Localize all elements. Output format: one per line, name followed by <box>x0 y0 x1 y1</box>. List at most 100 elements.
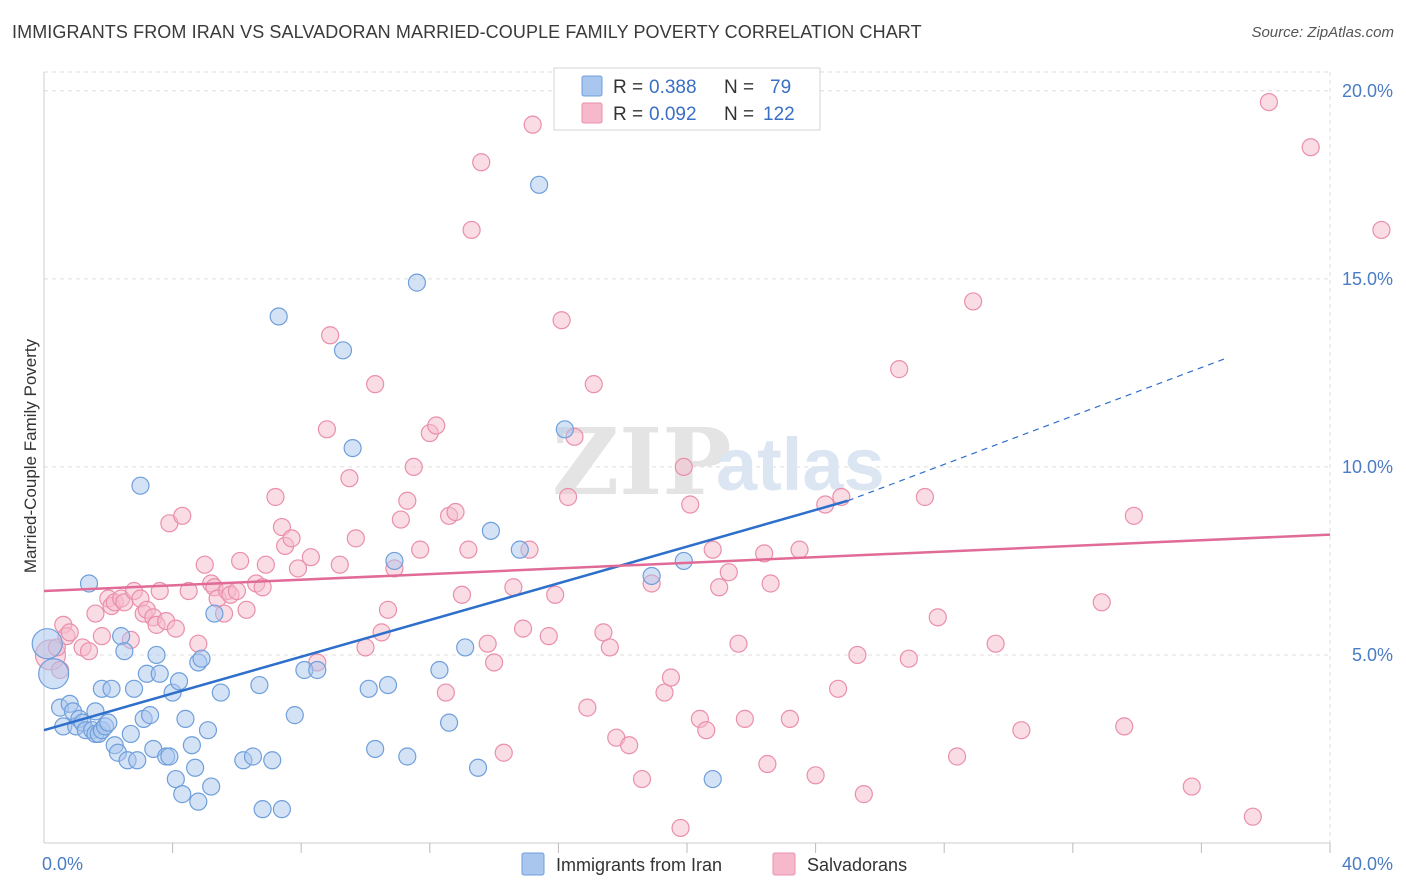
data-point-iran <box>124 679 144 698</box>
data-point-iran <box>115 642 134 661</box>
data-point-iran <box>160 747 179 766</box>
x-tick-label: 40.0% <box>1342 854 1393 874</box>
data-point-salv <box>755 544 774 563</box>
chart-title: IMMIGRANTS FROM IRAN VS SALVADORAN MARRI… <box>12 22 922 42</box>
data-point-salv <box>1301 138 1320 157</box>
legend-swatch-salvadorans <box>581 102 603 124</box>
data-point-salv <box>266 487 285 507</box>
data-point-iran <box>359 679 378 698</box>
data-point-salv <box>411 540 430 559</box>
data-point-iran <box>186 758 205 777</box>
data-point-salv <box>513 619 533 638</box>
y-tick-label: 10.0% <box>1342 457 1393 477</box>
trend-line-iran <box>43 499 849 732</box>
data-point-iran <box>211 683 230 702</box>
series-legend-label-iran: Immigrants from Iran <box>556 855 722 875</box>
data-point-iran <box>333 341 353 360</box>
data-point-iran <box>112 627 131 646</box>
data-point-salv <box>719 563 738 582</box>
data-point-salv <box>790 540 809 559</box>
data-point-salv <box>758 754 777 774</box>
data-point-salv <box>546 585 565 604</box>
data-point-iran <box>189 792 208 811</box>
legend-r-value-iran: 0.388 <box>649 77 697 98</box>
data-point-salv <box>404 457 423 477</box>
data-point-iran <box>99 713 118 732</box>
x-tick-label: 0.0% <box>42 854 83 874</box>
data-point-salv <box>1124 506 1143 525</box>
data-point-salv <box>472 153 491 172</box>
data-point-iran <box>176 709 195 728</box>
data-point-salv <box>947 747 967 766</box>
data-point-salv <box>584 375 603 394</box>
data-point-salv <box>195 555 214 574</box>
data-point-salv <box>915 487 935 507</box>
data-point-salv <box>173 506 192 525</box>
data-point-salv <box>600 638 619 657</box>
data-point-iran <box>343 438 362 458</box>
data-point-salv <box>578 698 597 717</box>
data-point-salv <box>986 634 1005 653</box>
data-point-salv <box>1243 807 1262 826</box>
data-point-salv <box>60 623 79 642</box>
data-point-iran <box>166 769 185 789</box>
data-point-salv <box>964 292 983 311</box>
y-tick-label: 20.0% <box>1342 81 1393 101</box>
series-iran-points <box>31 175 722 819</box>
data-point-salv <box>330 555 349 574</box>
data-point-salv <box>494 743 513 762</box>
data-point-salv <box>854 785 873 804</box>
legend: R = 0.388 N = 79 R = 0.092 N = 122 <box>553 67 821 131</box>
data-point-iran <box>530 175 549 194</box>
data-point-iran <box>642 566 661 586</box>
data-point-iran <box>150 664 169 683</box>
data-point-salv <box>79 642 99 661</box>
data-point-iran <box>468 758 488 777</box>
series-legend-label-salvadorans: Salvadorans <box>807 855 907 875</box>
data-point-iran <box>481 521 500 540</box>
data-point-salv <box>671 818 690 838</box>
data-point-iran <box>674 551 693 571</box>
data-point-iran <box>439 713 459 732</box>
data-point-salv <box>1259 92 1279 112</box>
data-point-salv <box>478 634 497 653</box>
data-point-salv <box>829 679 848 698</box>
data-point-salv <box>558 487 578 507</box>
legend-n-label-iran: N = <box>724 77 754 98</box>
data-point-salv <box>462 220 481 240</box>
data-point-salv <box>253 578 272 597</box>
data-point-salv <box>681 495 700 514</box>
y-axis-label: Married-Couple Family Poverty <box>21 338 40 573</box>
data-point-iran <box>398 747 417 766</box>
trend-lines <box>43 357 1331 732</box>
legend-n-label-salvadorans: N = <box>724 104 754 125</box>
data-point-salv <box>340 469 359 488</box>
data-point-salv <box>674 457 693 477</box>
data-point-salv <box>848 645 867 665</box>
data-point-iran <box>285 706 304 725</box>
data-point-salv <box>237 600 256 619</box>
data-point-salv <box>539 627 558 646</box>
data-point-salv <box>1092 593 1111 612</box>
data-point-salv <box>356 638 375 657</box>
data-point-salv <box>703 540 722 559</box>
series-legend-swatch-salvadorans <box>772 852 796 876</box>
data-point-salv <box>485 653 504 672</box>
data-point-iran <box>456 638 475 657</box>
data-point-salv <box>620 736 639 755</box>
data-point-iran <box>555 420 574 439</box>
data-point-salv <box>436 683 455 702</box>
data-point-iran <box>128 751 147 770</box>
data-point-salv <box>321 326 340 345</box>
data-point-salv <box>1372 220 1391 240</box>
data-point-salv <box>928 608 947 627</box>
data-point-iran <box>407 273 427 292</box>
data-point-salv <box>552 311 571 330</box>
data-point-salv <box>780 709 799 728</box>
data-point-salv <box>655 683 674 702</box>
legend-swatch-iran <box>581 75 603 97</box>
data-point-iran <box>308 660 327 680</box>
data-point-salv <box>189 634 208 653</box>
legend-r-value-salvadorans: 0.092 <box>649 104 697 125</box>
data-point-iran <box>269 307 288 326</box>
